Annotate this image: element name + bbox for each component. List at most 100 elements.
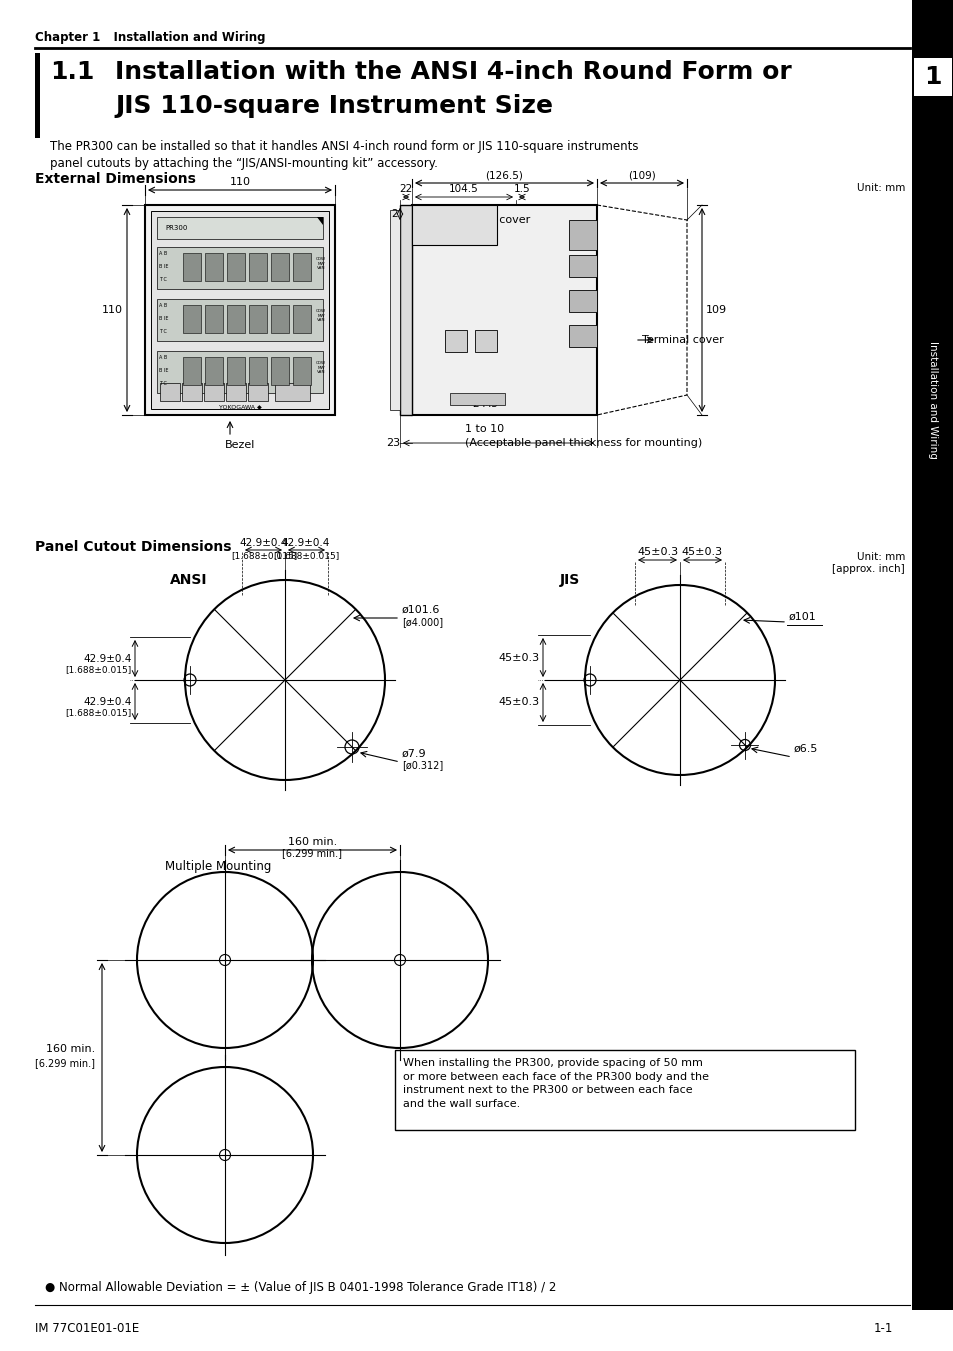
- Text: ø6.5: ø6.5: [793, 744, 818, 754]
- Text: 45±0.3: 45±0.3: [680, 547, 721, 557]
- Bar: [444, 330, 467, 353]
- Bar: [204, 382, 224, 401]
- Bar: [249, 357, 267, 385]
- Bar: [475, 330, 497, 353]
- Text: 104.5: 104.5: [449, 184, 478, 195]
- Bar: [271, 357, 289, 385]
- Text: IM 77C01E01-01E: IM 77C01E01-01E: [35, 1321, 139, 1335]
- Text: B IE: B IE: [159, 367, 169, 373]
- Text: Dust cover: Dust cover: [470, 215, 530, 226]
- Bar: [157, 351, 323, 393]
- Text: Installation and Wiring: Installation and Wiring: [97, 31, 265, 43]
- Text: CDW
MW
VAN: CDW MW VAN: [315, 361, 326, 374]
- Bar: [157, 299, 323, 340]
- Polygon shape: [316, 218, 323, 226]
- Text: 160 min.: 160 min.: [288, 838, 336, 847]
- Text: Chapter 1: Chapter 1: [35, 31, 100, 43]
- Text: ø101.6: ø101.6: [401, 605, 440, 615]
- Text: Unit: mm: Unit: mm: [856, 182, 904, 193]
- Text: (Acceptable panel thickness for mounting): (Acceptable panel thickness for mounting…: [464, 438, 701, 449]
- Text: 1.1: 1.1: [50, 59, 94, 84]
- Bar: [911, 1310, 953, 1351]
- Text: Installation and Wiring: Installation and Wiring: [927, 340, 937, 459]
- Text: Unit: mm
[approx. inch]: Unit: mm [approx. inch]: [831, 553, 904, 574]
- Bar: [145, 205, 335, 415]
- Text: (109): (109): [627, 170, 655, 180]
- Text: 1.5: 1.5: [513, 184, 530, 195]
- Text: When installing the PR300, provide spacing of 50 mm
or more between each face of: When installing the PR300, provide spaci…: [402, 1058, 708, 1109]
- Text: ø7.9: ø7.9: [401, 748, 426, 759]
- Text: Multiple Mounting: Multiple Mounting: [165, 861, 271, 873]
- Bar: [205, 253, 223, 281]
- Bar: [151, 211, 329, 409]
- Bar: [412, 205, 597, 415]
- Text: A B: A B: [159, 303, 167, 308]
- Text: [1.688±0.015]: [1.688±0.015]: [66, 666, 132, 674]
- Text: 45±0.3: 45±0.3: [637, 547, 678, 557]
- Text: B IE: B IE: [159, 316, 169, 322]
- Bar: [450, 393, 504, 405]
- Text: [1.688±0.015]: [1.688±0.015]: [273, 551, 338, 561]
- Bar: [390, 209, 399, 409]
- Text: 1-1: 1-1: [873, 1321, 892, 1335]
- Text: 1: 1: [923, 65, 941, 89]
- Bar: [271, 253, 289, 281]
- Text: 42.9±0.4: 42.9±0.4: [239, 538, 288, 549]
- Text: 45±0.3: 45±0.3: [498, 653, 539, 663]
- Text: T C: T C: [159, 381, 167, 386]
- Text: YOKOGAWA ◆: YOKOGAWA ◆: [218, 404, 261, 409]
- Bar: [568, 220, 597, 250]
- Bar: [568, 255, 597, 277]
- Text: T C: T C: [159, 277, 167, 282]
- Text: 22: 22: [399, 184, 413, 195]
- Bar: [293, 305, 311, 332]
- Bar: [913, 58, 951, 96]
- Text: [1.688±0.015]: [1.688±0.015]: [66, 708, 132, 717]
- Text: ø101: ø101: [788, 612, 816, 621]
- Bar: [183, 253, 201, 281]
- Bar: [227, 253, 245, 281]
- Text: PR300: PR300: [165, 226, 187, 231]
- Bar: [399, 205, 412, 415]
- Text: B IE: B IE: [159, 263, 169, 269]
- Text: JIS: JIS: [559, 573, 579, 586]
- Text: Terminal cover: Terminal cover: [641, 335, 723, 345]
- Text: The PR300 can be installed so that it handles ANSI 4-inch round form or JIS 110-: The PR300 can be installed so that it ha…: [50, 141, 638, 170]
- Text: A B: A B: [159, 355, 167, 359]
- Text: 2-M5: 2-M5: [472, 399, 497, 409]
- Bar: [183, 357, 201, 385]
- Bar: [182, 382, 202, 401]
- Text: [6.299 min.]: [6.299 min.]: [282, 848, 342, 858]
- Bar: [412, 205, 497, 245]
- Bar: [227, 305, 245, 332]
- Bar: [395, 1050, 854, 1129]
- Bar: [226, 382, 246, 401]
- Bar: [183, 305, 201, 332]
- Text: 42.9±0.4: 42.9±0.4: [84, 697, 132, 707]
- Text: 2: 2: [391, 209, 397, 219]
- Text: 23: 23: [386, 438, 399, 449]
- Bar: [160, 382, 180, 401]
- Bar: [293, 253, 311, 281]
- Text: 160 min.: 160 min.: [46, 1044, 95, 1055]
- Bar: [227, 357, 245, 385]
- Text: CDW
MW
VAN: CDW MW VAN: [315, 257, 326, 270]
- Text: 110: 110: [230, 177, 251, 186]
- Bar: [911, 0, 953, 1310]
- Text: 109: 109: [705, 305, 726, 315]
- Text: 42.9±0.4: 42.9±0.4: [281, 538, 330, 549]
- Bar: [205, 357, 223, 385]
- Text: ● Normal Allowable Deviation = ± (Value of JIS B 0401-1998 Tolerance Grade IT18): ● Normal Allowable Deviation = ± (Value …: [45, 1282, 556, 1294]
- Text: 110: 110: [102, 305, 123, 315]
- Text: 42.9±0.4: 42.9±0.4: [84, 654, 132, 663]
- Bar: [157, 218, 323, 239]
- Bar: [568, 326, 597, 347]
- Bar: [157, 247, 323, 289]
- Bar: [293, 357, 311, 385]
- Text: Installation with the ANSI 4-inch Round Form or: Installation with the ANSI 4-inch Round …: [115, 59, 791, 84]
- Text: [1.688±0.015]: [1.688±0.015]: [231, 551, 296, 561]
- Text: [6.299 min.]: [6.299 min.]: [35, 1058, 95, 1069]
- Text: 1 to 10: 1 to 10: [464, 424, 503, 434]
- Bar: [274, 382, 310, 401]
- Bar: [248, 382, 268, 401]
